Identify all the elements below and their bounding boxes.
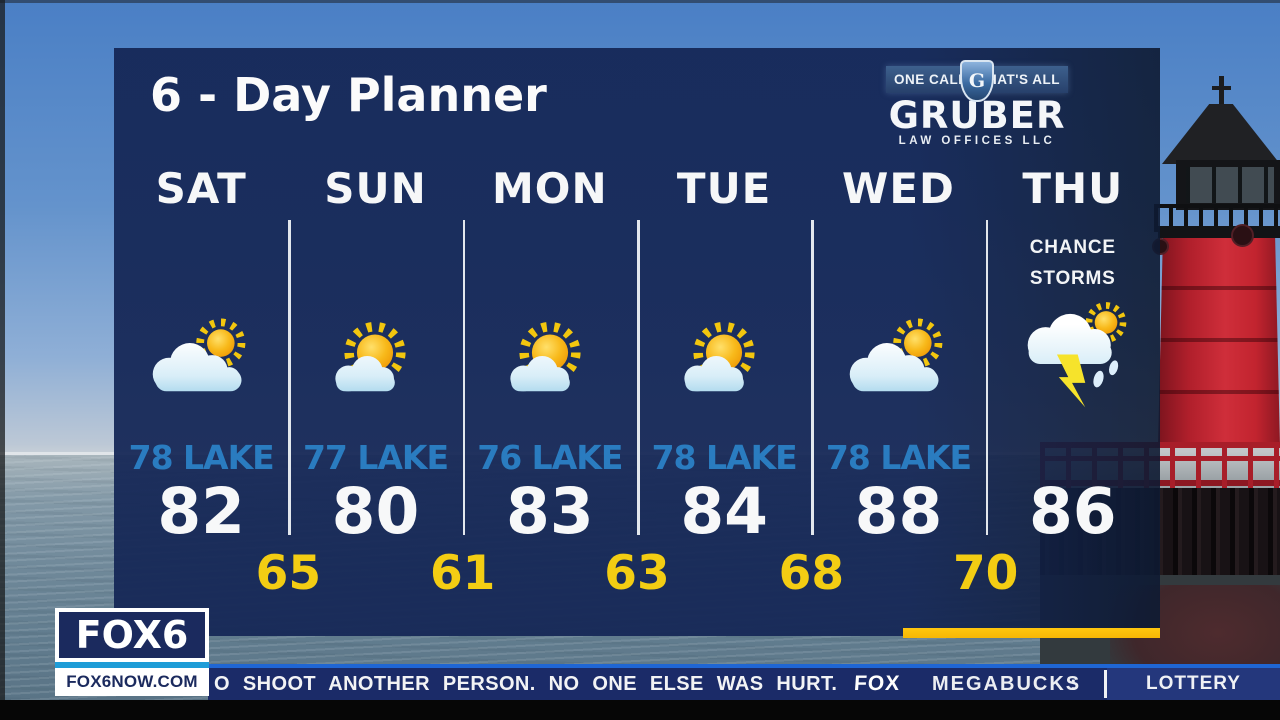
day-note-line: STORMS	[1029, 268, 1116, 289]
station-url: FOX6NOW.COM	[66, 672, 198, 691]
lake-temp: 76 LAKE	[477, 438, 623, 477]
ticker-lottery-section: LOTTERY	[1107, 664, 1280, 700]
sun-with-small-cloud-icon	[335, 321, 407, 392]
day-label: TUE	[676, 164, 772, 213]
day-label: MON	[491, 164, 608, 213]
lighthouse-finial	[1212, 76, 1231, 108]
frame-edge	[0, 0, 5, 720]
forecast-day-column-mon: MON 76 LAKE 83	[463, 48, 637, 636]
weather-icon	[145, 300, 257, 418]
letterbox-bar	[0, 700, 1280, 720]
overnight-low: 70	[952, 546, 1019, 601]
forecast-day-column-sat: SAT 78 LAKE 82	[114, 48, 288, 636]
accent-progress-bar	[903, 628, 1160, 638]
sun-with-small-cloud-icon	[684, 321, 755, 392]
lighthouse-gallery-band	[1158, 226, 1280, 238]
sun-with-small-cloud-icon	[510, 321, 581, 392]
weather-icon	[494, 300, 606, 418]
sponsor-tagline-left: ONE CALL	[894, 72, 967, 87]
station-url-strip: FOX6NOW.COM	[55, 668, 209, 696]
sun-behind-cloud-icon	[850, 318, 943, 392]
column-divider	[985, 220, 989, 535]
ticker-lottery-game: MEGABUCKS	[932, 673, 1082, 695]
day-label: WED	[842, 164, 955, 213]
ticker-headline: O SHOOT ANOTHER PERSON. NO ONE ELSE WAS …	[214, 673, 838, 695]
lighthouse-windows	[1186, 167, 1274, 203]
overnight-low: 63	[604, 546, 670, 601]
lake-temp: 78 LAKE	[651, 438, 798, 477]
fox6-logo-stripe	[55, 662, 209, 668]
high-temp: 82	[157, 475, 245, 548]
high-temp: 86	[1028, 475, 1117, 548]
overnight-low: 68	[778, 546, 845, 601]
weather-icon	[668, 300, 780, 418]
column-divider	[462, 220, 466, 535]
six-day-planner-panel: 6 - Day Planner ONE CALL THAT'S ALL G GR…	[114, 48, 1160, 638]
high-temp: 88	[854, 475, 943, 548]
weather-icon	[319, 300, 431, 418]
forecast-columns: SAT 78 LAKE 82 SUN 77 LAKE 80	[114, 48, 1160, 636]
ticker-separator: :	[1070, 673, 1077, 695]
sponsor-tagline-right: THAT'S ALL	[978, 72, 1060, 87]
weather-icon	[1009, 296, 1137, 414]
fox6-logo-box: FOX6	[55, 608, 209, 662]
day-note-line: CHANCE	[1029, 237, 1116, 258]
shield-icon: G	[960, 60, 994, 102]
forecast-day-column-tue: TUE 78 LAKE 84	[637, 48, 811, 636]
lake-temp: 78 LAKE	[128, 438, 275, 477]
forecast-day-column-wed: WED 78 LAKE 88	[811, 48, 985, 636]
fox6-logo-text: FOX6	[75, 613, 189, 657]
sponsor-subtitle: LAW OFFICES LLC	[898, 135, 1056, 147]
overnight-low: 61	[429, 546, 496, 601]
high-temp: 80	[331, 475, 420, 548]
thunderstorm-icon	[1027, 302, 1127, 408]
forecast-day-column-thu: THU CHANCE STORMS 86	[986, 48, 1160, 636]
page-title: 6 - Day Planner	[150, 68, 547, 122]
station-logo: FOX6 FOX6NOW.COM	[55, 608, 209, 696]
news-ticker: O SHOOT ANOTHER PERSON. NO ONE ELSE WAS …	[208, 664, 1280, 700]
lake-temp: 78 LAKE	[825, 438, 972, 477]
lighthouse-tower	[1158, 238, 1280, 446]
ticker-divider	[1104, 670, 1107, 698]
sponsor-tagline-banner: ONE CALL THAT'S ALL G	[886, 60, 1068, 102]
column-divider	[288, 220, 291, 535]
lake-temp: 77 LAKE	[302, 438, 449, 477]
weather-icon	[842, 300, 954, 418]
day-label: THU	[1022, 164, 1124, 213]
lighthouse-porthole	[1231, 224, 1254, 247]
day-label: SUN	[324, 164, 427, 213]
fox-network-logo: FOX	[853, 672, 902, 695]
high-temp: 83	[505, 475, 594, 548]
ticker-section-label: LOTTERY	[1146, 673, 1241, 694]
overnight-low: 65	[255, 546, 322, 601]
day-label: SAT	[155, 164, 247, 213]
column-divider	[811, 220, 814, 535]
forecast-day-column-sun: SUN 77 LAKE 80	[288, 48, 462, 636]
day-condition-note: CHANCE STORMS	[986, 232, 1160, 294]
high-temp: 84	[680, 475, 768, 548]
frame-edge	[0, 0, 1280, 3]
column-divider	[637, 220, 640, 535]
sun-behind-cloud-icon	[152, 318, 246, 392]
sponsor-logo: ONE CALL THAT'S ALL G GRUBER LAW OFFICES…	[882, 60, 1072, 147]
sponsor-name: GRUBER	[888, 94, 1066, 137]
